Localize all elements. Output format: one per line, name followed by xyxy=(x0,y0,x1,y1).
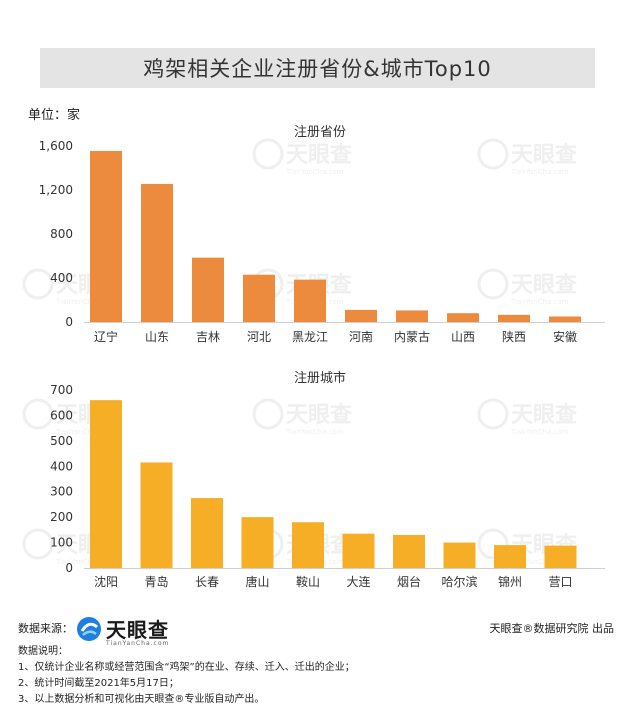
bar xyxy=(396,310,428,322)
y-tick-label: 0 xyxy=(65,561,73,575)
logo-text: 天眼查 xyxy=(106,618,169,642)
x-tick-label: 陕西 xyxy=(502,329,526,344)
x-tick-label: 黑龙江 xyxy=(292,330,328,344)
y-tick-label: 800 xyxy=(50,227,73,241)
bar xyxy=(191,498,223,568)
x-tick-label: 烟台 xyxy=(397,574,421,589)
svg-text:TianYanCha.com: TianYanCha.com xyxy=(285,168,344,176)
tianyancha-logo-icon xyxy=(77,616,101,641)
svg-text:TianYanCha.com: TianYanCha.com xyxy=(510,298,569,306)
x-tick-label: 鞍山 xyxy=(296,574,320,589)
bar xyxy=(243,274,275,322)
chart-subtitle: 注册省份 xyxy=(294,125,346,140)
note-item: 3、以上数据分析和可视化由天眼查®专业版自动产出。 xyxy=(18,694,265,705)
province-chart: 注册省份 0 400 800 1,200 1,600 辽宁 山东 吉林 河北 黑龙江 河南 内蒙古 山西 陕… xyxy=(39,125,605,344)
y-tick-label: 1,200 xyxy=(39,183,73,197)
bar xyxy=(90,150,122,322)
svg-text:TianYanCha.com: TianYanCha.com xyxy=(285,428,344,436)
y-tick-label: 400 xyxy=(50,459,73,473)
bar xyxy=(342,533,375,568)
x-tick-label: 河南 xyxy=(349,329,373,344)
y-tick-label: 1,600 xyxy=(39,139,73,153)
x-tick-label: 吉林 xyxy=(196,330,220,344)
bar xyxy=(292,522,324,568)
x-tick-label: 唐山 xyxy=(245,574,269,589)
x-tick-label: 内蒙古 xyxy=(394,329,430,344)
x-tick-label: 青岛 xyxy=(144,574,168,589)
bar xyxy=(192,257,224,322)
svg-text:天眼查: 天眼查 xyxy=(511,273,577,298)
x-tick-label: 辽宁 xyxy=(94,329,118,344)
x-tick-label: 营口 xyxy=(548,575,572,589)
logo-subtext: TianYanCha.com xyxy=(106,640,170,647)
bar xyxy=(140,462,173,568)
svg-text:TianYanCha.com: TianYanCha.com xyxy=(55,558,114,566)
svg-text:TianYanCha.com: TianYanCha.com xyxy=(510,558,569,566)
bar xyxy=(447,313,479,322)
bar xyxy=(90,400,122,568)
svg-text:TianYanCha.com: TianYanCha.com xyxy=(55,428,114,436)
svg-text:天眼查: 天眼查 xyxy=(286,403,352,428)
y-tick-label: 300 xyxy=(50,485,73,499)
source-label: 数据来源： xyxy=(18,622,73,635)
y-tick-label: 600 xyxy=(50,408,73,422)
bar xyxy=(494,545,526,568)
svg-text:天眼查: 天眼查 xyxy=(511,143,577,168)
credit-text: 天眼查®数据研究院 出品 xyxy=(489,622,615,635)
x-tick-label: 河北 xyxy=(247,330,271,344)
bar xyxy=(498,314,530,322)
charts-canvas: 天眼查TianYanCha.com天眼查TianYanCha.com天眼查Tia… xyxy=(22,125,605,589)
bar xyxy=(393,534,425,568)
svg-text:TianYanCha.com: TianYanCha.com xyxy=(510,168,569,176)
y-tick-label: 700 xyxy=(50,383,73,397)
footer: 数据来源： 天眼查 TianYanCha.com 天眼查®数据研究院 出品 数据… xyxy=(0,600,640,726)
bar xyxy=(549,316,581,322)
y-tick-label: 500 xyxy=(50,434,73,448)
y-tick-label: 200 xyxy=(50,510,73,524)
bar xyxy=(241,517,274,568)
x-tick-label: 安徽 xyxy=(553,329,577,344)
x-tick-label: 哈尔滨 xyxy=(441,574,477,589)
svg-text:天眼查: 天眼查 xyxy=(511,403,577,428)
x-tick-label: 山东 xyxy=(145,330,169,344)
bar xyxy=(141,183,173,322)
x-tick-label: 锦州 xyxy=(498,575,522,589)
x-tick-label: 山西 xyxy=(451,330,475,344)
unit-label: 单位：家 xyxy=(28,108,81,123)
x-tick-label: 长春 xyxy=(195,575,219,589)
note-item: 1、仅统计企业名称或经营范围含“鸡架”的在业、存续、迁入、迁出的企业； xyxy=(18,662,355,673)
svg-text:TianYanCha.com: TianYanCha.com xyxy=(510,428,569,436)
note-item: 2、统计时间截至2021年5月17日； xyxy=(18,678,179,689)
svg-text:TianYanCha.com: TianYanCha.com xyxy=(55,298,114,306)
x-tick-label: 沈阳 xyxy=(94,574,118,589)
y-tick-label: 0 xyxy=(65,315,73,329)
bar xyxy=(544,545,577,568)
y-tick-label: 100 xyxy=(50,536,73,550)
chart-subtitle: 注册城市 xyxy=(294,370,346,386)
bar xyxy=(345,309,377,322)
city-chart: 注册城市 0 100 200 300 400 500 600 700 沈阳 青岛 长春 唐山 鞍山 大连 烟台… xyxy=(50,370,605,589)
bar xyxy=(294,279,326,322)
y-tick-label: 400 xyxy=(50,271,73,285)
chart-title: 鸡架相关企业注册省份&城市Top10 xyxy=(40,48,595,88)
x-tick-label: 大连 xyxy=(346,574,370,589)
svg-text:天眼查: 天眼查 xyxy=(286,143,352,168)
tianyancha-logo: 天眼查 TianYanCha.com xyxy=(76,614,169,647)
bar xyxy=(443,542,476,568)
notes-title: 数据说明： xyxy=(18,646,68,657)
